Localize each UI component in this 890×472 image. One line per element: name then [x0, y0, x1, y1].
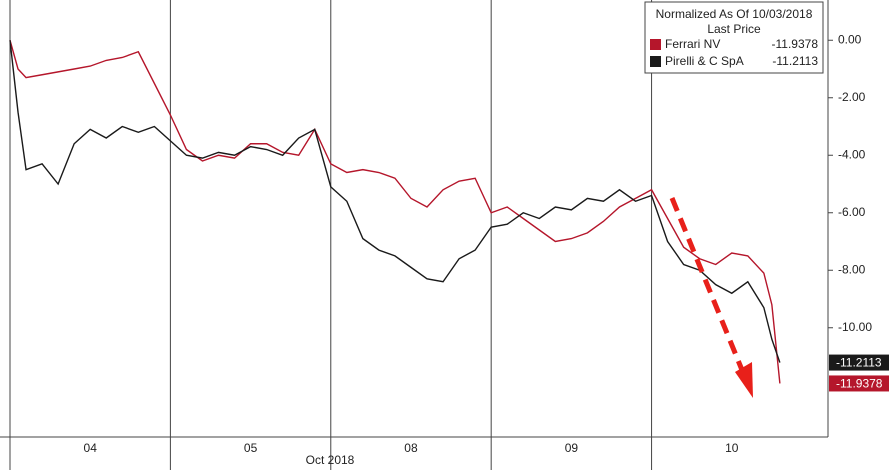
last-value-label: -11.9378 — [836, 377, 883, 391]
legend-value: -11.9378 — [772, 37, 819, 51]
series-line — [9, 40, 781, 384]
x-tick-label: 10 — [725, 441, 739, 455]
arrow-head — [735, 362, 753, 398]
legend-box — [644, 1, 824, 74]
legend-label: Pirelli & C SpA — [665, 54, 744, 68]
last-value-box — [829, 375, 889, 392]
legend-title: Normalized As Of 10/03/2018 — [656, 7, 813, 21]
legend-value: -11.2113 — [772, 54, 818, 68]
legend-rows: Ferrari NV -11.9378 Pirelli & C SpA -11.211… — [650, 37, 818, 68]
arrow-shaft — [669, 197, 745, 371]
legend-subtitle: Last Price — [707, 22, 761, 36]
y-tick-label: -10.00 — [838, 320, 872, 334]
y-tick-label: -2.00 — [838, 90, 866, 104]
x-tick-label: 08 — [404, 441, 418, 455]
x-tick-label: 04 — [84, 441, 98, 455]
y-tick-label: 0.00 — [838, 32, 862, 46]
legend: Normalized As Of 10/03/2018 Last Price F… — [644, 1, 824, 74]
y-tick-label: -4.00 — [838, 147, 866, 161]
y-tick-label: -8.00 — [838, 262, 866, 276]
y-tick-label: -6.00 — [838, 205, 866, 219]
legend-swatch — [650, 56, 661, 67]
series-line — [9, 40, 781, 363]
trend-arrow — [669, 197, 753, 398]
legend-label: Ferrari NV — [665, 37, 720, 51]
last-value-label: -11.2113 — [836, 356, 882, 370]
legend-swatch — [650, 39, 661, 50]
last-value-box — [829, 354, 889, 371]
x-tick-label: 05 — [244, 441, 258, 455]
x-axis-label: Oct 2018 — [306, 453, 355, 467]
plot — [9, 0, 781, 470]
x-tick-label: 09 — [565, 441, 579, 455]
